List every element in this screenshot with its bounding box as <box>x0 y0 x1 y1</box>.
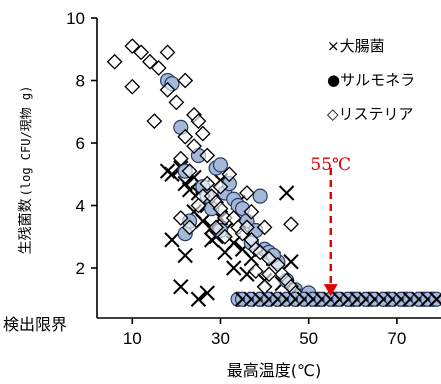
point-ecoli <box>226 260 242 276</box>
point-listeria <box>124 38 141 55</box>
point-listeria <box>150 60 167 76</box>
y-axis-title-unit: (log CFU/現物 g) <box>19 86 33 197</box>
point-listeria <box>243 203 260 220</box>
point-listeria <box>212 178 229 195</box>
y-tick-label: 4 <box>76 197 85 216</box>
y-tick-label: 2 <box>76 259 85 278</box>
point-listeria <box>172 210 189 226</box>
point-listeria <box>177 128 194 145</box>
y-axis-title: 生残菌数(log CFU/現物 g) <box>18 86 34 255</box>
point-ecoli <box>164 232 180 248</box>
point-listeria <box>261 250 277 267</box>
point-ecoli <box>181 182 198 198</box>
point-ecoli <box>278 185 295 201</box>
point-ecoli <box>164 166 180 182</box>
point-listeria <box>142 53 158 70</box>
point-listeria <box>177 72 194 89</box>
point-listeria <box>194 125 211 142</box>
point-salmonella <box>212 157 229 173</box>
point-listeria <box>239 219 255 236</box>
x-axis-title: 最高温度(℃) <box>227 361 321 380</box>
point-listeria <box>199 175 216 192</box>
point-listeria <box>256 219 273 236</box>
point-ecoli <box>283 254 299 270</box>
point-listeria <box>159 44 176 61</box>
point-listeria <box>133 44 150 61</box>
x-tick-label: 10 <box>123 329 142 348</box>
y-tick-label: 8 <box>76 72 85 91</box>
point-ecoli <box>173 279 189 295</box>
point-listeria <box>261 266 277 283</box>
point-ecoli <box>199 285 215 301</box>
point-listeria <box>252 244 269 261</box>
point-listeria <box>208 219 224 236</box>
point-listeria <box>190 197 207 214</box>
point-listeria <box>221 166 238 183</box>
point-listeria <box>190 113 207 130</box>
point-ecoli <box>190 291 207 307</box>
annotation-55c: 55℃ <box>310 155 351 175</box>
point-ecoli <box>177 247 193 264</box>
plot-area: 2 4 6 8 10 10 30 50 70 <box>66 9 441 348</box>
point-ecoli <box>217 244 233 261</box>
point-listeria <box>181 219 198 236</box>
annotation-arrow-head <box>323 284 338 297</box>
point-listeria <box>256 278 273 295</box>
legend-entry-salmonella: ●サルモネラ <box>327 71 415 89</box>
point-listeria <box>168 94 185 111</box>
x-tick-label: 30 <box>211 329 230 348</box>
point-listeria <box>172 150 189 167</box>
point-ecoli <box>428 291 441 307</box>
point-listeria <box>247 263 264 280</box>
point-listeria <box>106 53 123 70</box>
point-salmonella <box>252 188 268 204</box>
point-listeria <box>181 163 198 180</box>
detection-limit-label: 検出限界 <box>3 315 67 334</box>
point-listeria <box>124 78 141 95</box>
point-listeria <box>216 228 233 245</box>
point-listeria <box>199 147 216 164</box>
point-listeria <box>186 138 202 155</box>
legend-entry-listeria: ◇リステリア <box>327 105 414 123</box>
point-listeria <box>239 185 255 201</box>
y-axis-title-main: 生残菌数 <box>18 198 34 254</box>
point-listeria <box>146 113 163 130</box>
point-listeria <box>159 81 176 98</box>
x-tick-label: 70 <box>387 329 406 348</box>
y-tick-label: 6 <box>76 134 85 153</box>
point-listeria <box>283 216 299 233</box>
point-ecoli <box>195 213 211 229</box>
legend: ×大腸菌 ●サルモネラ ◇リステリア <box>327 37 415 123</box>
y-tick-label: 10 <box>66 9 85 28</box>
legend-entry-ecoli: ×大腸菌 <box>327 37 385 55</box>
x-tick-label: 50 <box>299 329 318 348</box>
